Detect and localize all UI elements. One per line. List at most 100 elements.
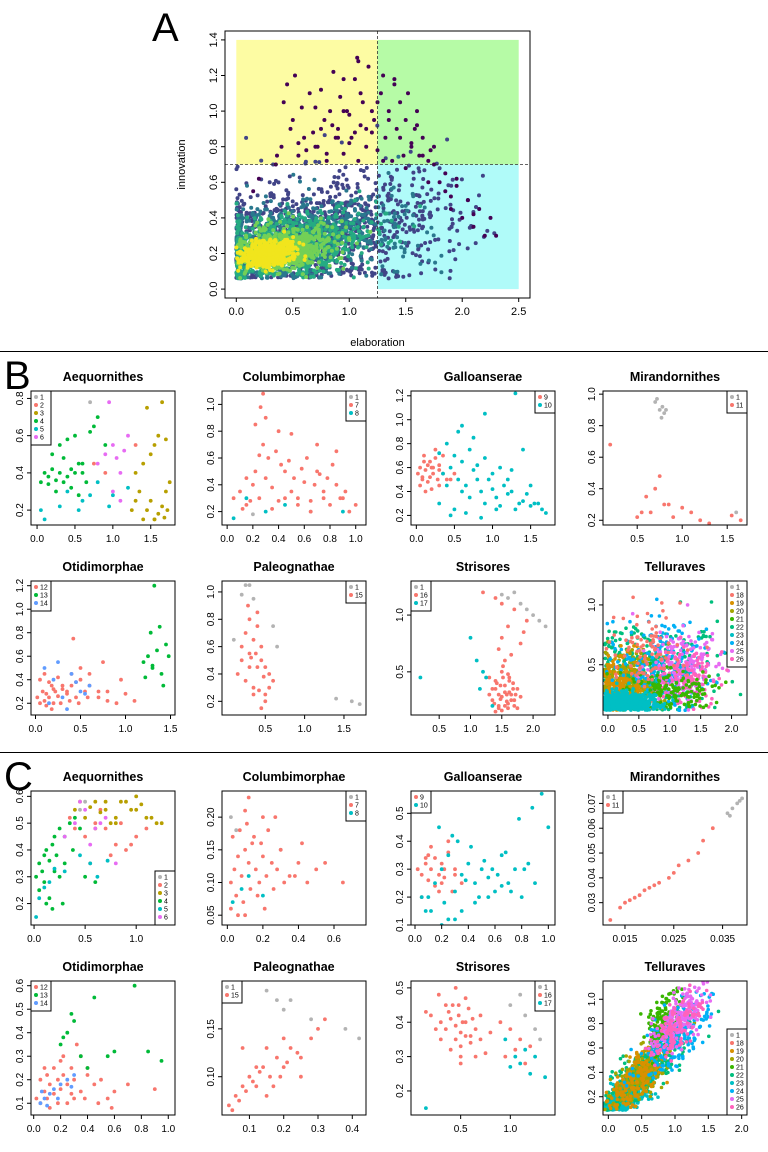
point-series-10 <box>494 495 499 500</box>
density-point <box>308 275 313 279</box>
point-series-9 <box>428 475 432 479</box>
density-point <box>358 254 363 259</box>
density-point <box>326 215 331 220</box>
density-point <box>368 247 373 252</box>
density-point <box>293 245 298 250</box>
legend-label-15: 15 <box>355 593 363 600</box>
outlier-point <box>352 130 357 135</box>
density-point <box>364 206 369 210</box>
density-point <box>234 167 239 172</box>
legend-label-7: 7 <box>355 403 359 410</box>
density-point <box>390 175 394 180</box>
point-series-17 <box>468 635 473 640</box>
point-series-10 <box>460 423 464 428</box>
x-tick-label: 1.0 <box>342 306 357 318</box>
density-point <box>353 266 358 271</box>
point-series-6 <box>118 498 123 503</box>
point-series-3 <box>160 504 165 509</box>
density-point <box>449 224 454 229</box>
density-point <box>381 187 386 192</box>
point-series-11 <box>680 505 685 510</box>
point-series-4 <box>95 415 100 419</box>
point-series-7 <box>263 415 268 420</box>
point-series-14 <box>65 707 69 711</box>
point-series-12 <box>35 695 40 700</box>
point-series-5 <box>95 480 100 485</box>
density-point <box>286 192 290 197</box>
outlier-point <box>426 180 431 185</box>
x-tick-label: 1.0 <box>663 724 677 735</box>
density-point <box>235 196 240 201</box>
point-series-9 <box>437 463 442 468</box>
density-point <box>240 269 244 274</box>
density-point <box>282 229 287 234</box>
density-point <box>284 188 289 193</box>
point-series-3 <box>141 461 146 466</box>
density-point <box>325 224 330 229</box>
point-series-16 <box>509 698 514 703</box>
point-series-4 <box>73 433 77 438</box>
density-point <box>391 215 396 219</box>
legend-label-10: 10 <box>544 403 552 410</box>
point-series-17 <box>418 675 423 680</box>
density-point <box>411 176 416 181</box>
density-point <box>418 204 423 209</box>
point-series-14 <box>69 672 74 676</box>
density-point <box>364 273 369 278</box>
point-series-12 <box>38 677 42 682</box>
density-point <box>366 210 371 215</box>
density-point <box>356 229 361 234</box>
point-series-5 <box>57 504 62 509</box>
point-series-1 <box>499 592 504 597</box>
density-point <box>286 257 291 262</box>
point-series-13 <box>150 663 155 668</box>
point-series-7 <box>299 466 304 471</box>
point-series-10 <box>502 483 506 488</box>
density-point <box>355 182 360 186</box>
density-point <box>261 246 266 251</box>
density-point <box>250 268 255 273</box>
point-series-9 <box>423 489 428 494</box>
point-series-11 <box>608 442 613 447</box>
density-point <box>450 177 455 182</box>
legend-marker <box>34 395 38 399</box>
x-tick-label: 0.0 <box>229 306 244 318</box>
y-tick-label: 0.2 <box>395 508 406 522</box>
point-series-22 <box>702 634 706 639</box>
density-point <box>369 220 374 225</box>
density-point <box>267 239 272 244</box>
legend-marker <box>349 411 353 415</box>
points-layer <box>608 397 743 525</box>
point-series-15 <box>271 678 275 683</box>
x-tick-label: 0.0 <box>220 534 234 545</box>
density-point <box>386 276 391 281</box>
point-series-1 <box>275 644 279 649</box>
density-point <box>410 183 415 188</box>
density-point <box>308 218 313 223</box>
point-series-16 <box>504 692 509 697</box>
density-point <box>428 198 433 203</box>
point-series-15 <box>261 674 266 679</box>
point-series-9 <box>422 459 426 464</box>
point-series-1 <box>524 607 529 612</box>
density-point <box>255 193 260 198</box>
density-point <box>274 209 279 214</box>
density-point <box>339 219 344 224</box>
density-point <box>357 233 362 238</box>
density-point <box>386 191 391 196</box>
outlier-point <box>358 91 363 96</box>
density-point <box>263 194 268 199</box>
point-series-4 <box>76 493 81 498</box>
outlier-point <box>256 176 261 181</box>
point-series-10 <box>437 451 442 456</box>
point-series-15 <box>255 610 260 615</box>
density-point <box>294 221 299 226</box>
point-series-12 <box>78 677 83 682</box>
point-series-16 <box>499 708 504 713</box>
density-point <box>335 242 340 246</box>
point-series-16 <box>499 669 504 674</box>
outlier-point <box>401 153 406 158</box>
density-point <box>395 269 400 274</box>
point-series-10 <box>494 507 499 512</box>
